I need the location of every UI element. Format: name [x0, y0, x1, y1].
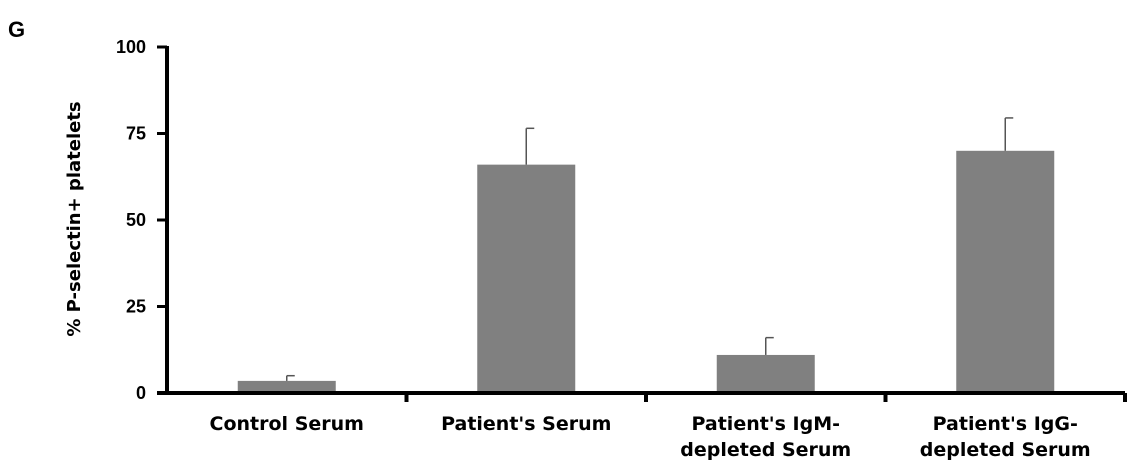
- y-tick-label-25: 25: [126, 297, 146, 317]
- category-label-3: Patient's IgM-depleted Serum: [680, 413, 851, 461]
- category-label-1: Control Serum: [210, 413, 364, 435]
- y-tick-label-0: 0: [136, 383, 146, 403]
- y-tick-label-50: 50: [126, 210, 146, 230]
- bar-4: [956, 150, 1055, 393]
- y-tick-label-100: 100: [116, 37, 146, 57]
- category-label-4: Patient's IgG-depleted Serum: [920, 413, 1091, 461]
- y-axis-title: % P-selectin+ platelets: [64, 101, 85, 336]
- category-label-2: Patient's Serum: [441, 413, 611, 435]
- category-label-1-line-1: Control Serum: [210, 413, 364, 435]
- panel-letter: G: [8, 17, 25, 42]
- bar-2: [477, 164, 576, 393]
- category-label-4-line-2: depleted Serum: [920, 439, 1091, 461]
- category-label-4-line-1: Patient's IgG-: [933, 413, 1078, 435]
- category-label-3-line-1: Patient's IgM-: [691, 413, 840, 435]
- category-label-3-line-2: depleted Serum: [680, 439, 851, 461]
- y-tick-label-75: 75: [126, 124, 146, 144]
- bar-1: [237, 380, 336, 393]
- plot-area: 0 25 50 75 100 Control Serum Patient's Serum Pa…: [116, 37, 1127, 461]
- category-label-2-line-1: Patient's Serum: [441, 413, 611, 435]
- bar-3: [716, 354, 815, 393]
